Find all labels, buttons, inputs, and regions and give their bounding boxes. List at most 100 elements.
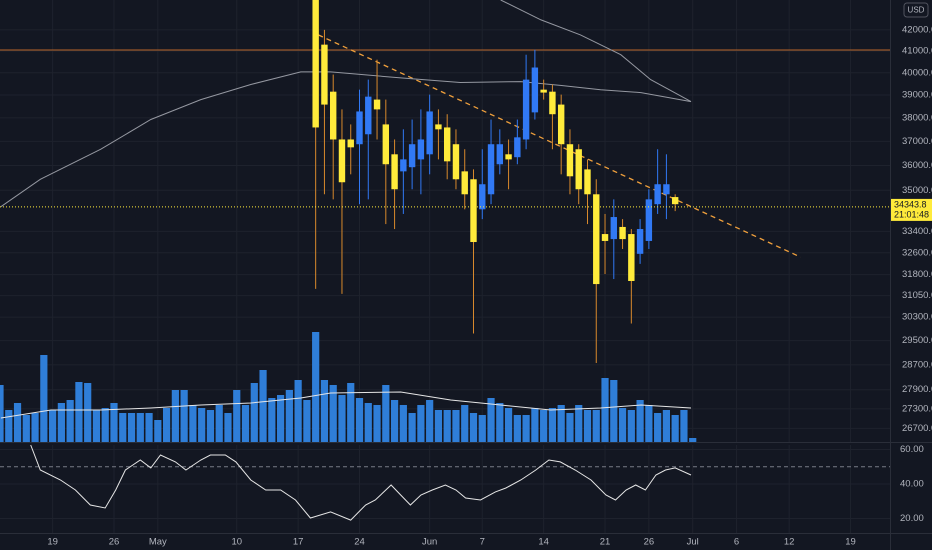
volume-bar (163, 408, 171, 442)
volume-bar (154, 420, 162, 442)
y-tick-label: 29500.0 (902, 335, 932, 346)
volume-bar (312, 332, 320, 442)
volume-bar (601, 378, 609, 442)
candle-body (312, 0, 319, 128)
y-tick-label: 41000.0 (902, 46, 932, 57)
volume-bar (513, 415, 521, 442)
y-tick-label: 31800.0 (902, 269, 932, 280)
volume-bar (22, 415, 30, 442)
volume-bar (233, 390, 241, 442)
last-price-badge (891, 198, 932, 221)
volume-bar (618, 408, 627, 442)
volume-bar (355, 398, 364, 442)
candle-body (417, 139, 425, 160)
volume-bar (224, 413, 232, 442)
x-tick-label: 26 (644, 537, 655, 548)
y-tick-label: 30300.0 (902, 312, 932, 323)
price-pane (0, 0, 890, 364)
x-tick-label: 17 (293, 537, 304, 548)
moving-average (500, 0, 692, 103)
x-tick-label: 24 (354, 537, 365, 548)
countdown: 21:01:48 (894, 209, 929, 219)
candle-body (619, 226, 626, 240)
volume-bar (66, 400, 74, 442)
y-tick-label: 20.00 (900, 513, 924, 524)
volume-bar (57, 403, 65, 442)
candle-body (531, 67, 539, 113)
volume-bar (680, 410, 688, 442)
candle-body (593, 194, 600, 285)
volume-bar (145, 413, 153, 442)
volume-bar (198, 408, 206, 442)
volume-bar (268, 398, 276, 442)
volume-bar (390, 400, 399, 442)
x-tick-label: Jun (422, 537, 437, 548)
volume-bar (259, 370, 267, 442)
candle-body (321, 44, 328, 105)
volume-bar (583, 410, 592, 442)
volume-bar (189, 405, 197, 442)
candle-body (330, 91, 337, 140)
volume-bar (364, 403, 372, 442)
volume-bar (92, 410, 101, 442)
rsi-pane (0, 444, 890, 521)
volume-bar (303, 400, 311, 442)
volume-bar (408, 413, 416, 442)
candle-body (671, 197, 679, 205)
candle-body (373, 99, 381, 110)
volume-bar (373, 405, 381, 442)
volume-bar (671, 415, 679, 442)
currency-badge[interactable] (903, 2, 929, 18)
candle-body (575, 149, 582, 190)
volume-bar (136, 413, 144, 442)
candle-body (435, 124, 442, 130)
x-tick-label: 7 (480, 537, 485, 548)
y-tick-label: 28700.0 (902, 359, 932, 370)
volume-bar (0, 385, 4, 442)
candle-body (514, 137, 521, 158)
volume-bar (171, 390, 179, 442)
volume-bar (417, 405, 425, 442)
volume-bar (285, 390, 293, 442)
volume-bar (101, 408, 109, 442)
rsi-line (30, 444, 692, 521)
moving-average (0, 71, 692, 208)
volume-bar (399, 405, 407, 442)
candle-body (452, 144, 460, 180)
y-tick-label: 31050.0 (902, 290, 932, 301)
volume-bar (294, 380, 302, 442)
volume-bar (329, 385, 337, 442)
y-tick-label: 38000.0 (902, 112, 932, 123)
volume-bar (338, 395, 346, 442)
volume-bar (31, 413, 39, 442)
last-price-label: 34343.8 (894, 199, 927, 209)
volume-bar (75, 382, 83, 442)
candle-body (654, 184, 661, 205)
volume-bar (548, 408, 557, 442)
y-tick-label: 35000.0 (902, 185, 932, 196)
x-tick-label: Jul (687, 537, 699, 548)
volume-bar (276, 395, 285, 442)
volume-bar (636, 400, 644, 442)
volume-bar (347, 383, 355, 442)
volume-bar (478, 415, 486, 442)
volume-bar (119, 413, 127, 442)
volume-bar (504, 408, 513, 442)
y-tick-label: 27900.0 (902, 384, 932, 395)
candle-body (365, 96, 372, 135)
candle-body (610, 217, 617, 240)
candle-body (426, 111, 433, 155)
volume-bar (84, 383, 92, 442)
y-tick-label: 33400.0 (902, 226, 932, 237)
y-tick-label: 37000.0 (902, 136, 932, 147)
x-tick-label: 26 (109, 537, 120, 548)
candle-body (470, 179, 477, 243)
volume-bar (461, 405, 469, 442)
volume-bar (522, 415, 530, 442)
volume-ma-line (0, 391, 692, 419)
candle-body (391, 154, 398, 190)
candle-body (549, 91, 556, 115)
volume-bar (627, 410, 635, 442)
x-tick-label: May (149, 537, 167, 548)
